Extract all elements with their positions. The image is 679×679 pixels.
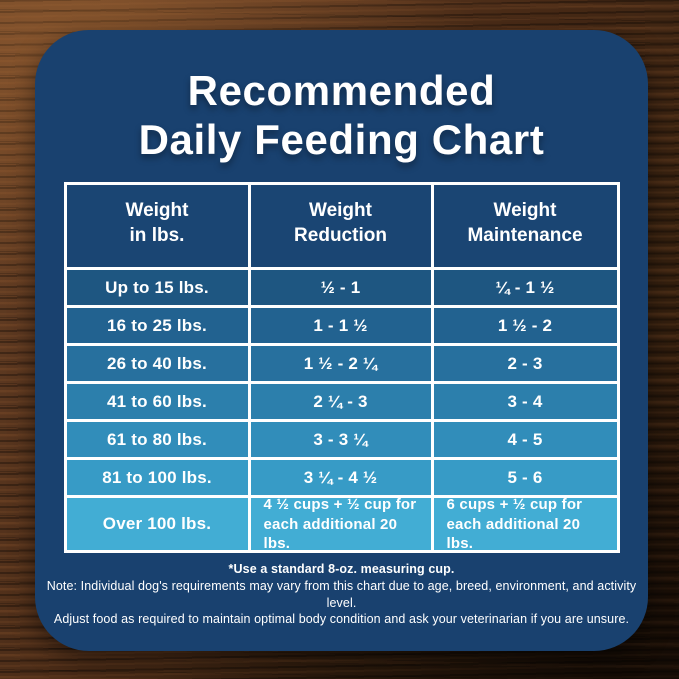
weight-reduction-cell: 4 ½ cups + ½ cup for each additional 20 … [251,496,434,552]
weight-reduction-cell: 1 ½ - 2 ¼ [251,346,434,382]
table-row: 81 to 100 lbs. 3 ¼ - 4 ½ 5 - 6 [66,457,617,496]
table-header-row: Weight in lbs. Weight Reduction Weight M… [66,185,617,268]
feeding-chart-card: Recommended Daily Feeding Chart Weight i… [35,30,648,651]
weight-reduction-cell: 3 ¼ - 4 ½ [251,460,434,496]
table-row: Over 100 lbs. 4 ½ cups + ½ cup for each … [66,495,617,552]
chart-title: Recommended Daily Feeding Chart [35,30,648,164]
weight-maintenance-cell: 4 - 5 [507,429,543,449]
column-header-weight-maintenance: Weight Maintenance [467,199,583,247]
weight-maintenance-cell: 6 cups + ½ cup for each additional 20 lb… [446,496,583,552]
weight-range-cell: Over 100 lbs. [67,498,251,551]
weight-range-cell: 61 to 80 lbs. [67,422,251,458]
disclaimer-line2: Adjust food as required to maintain opti… [53,611,630,626]
chart-title-line2: Daily Feeding Chart [138,116,545,164]
table-row: Up to 15 lbs. ½ - 1 ¼ - 1 ½ [66,267,617,306]
weight-maintenance-cell: 1 ½ - 2 [497,315,553,335]
chart-title-line1: Recommended [187,67,496,114]
weight-reduction-cell: ½ - 1 [251,270,434,306]
feeding-table: Weight in lbs. Weight Reduction Weight M… [63,182,620,554]
table-row: 16 to 25 lbs. 1 - 1 ½ 1 ½ - 2 [66,305,617,344]
column-header-weight-reduction: Weight Reduction [251,185,434,268]
weight-range-cell: 16 to 25 lbs. [67,308,251,344]
table-row: 41 to 60 lbs. 2 ¼ - 3 3 - 4 [66,381,617,420]
weight-maintenance-cell: 2 - 3 [507,353,543,373]
weight-maintenance-cell: 5 - 6 [507,467,543,487]
table-row: 26 to 40 lbs. 1 ½ - 2 ¼ 2 - 3 [66,343,617,382]
weight-reduction-cell: 3 - 3 ¼ [251,422,434,458]
measuring-cup-footnote: *Use a standard 8-oz. measuring cup. [228,562,455,577]
weight-range-cell: 41 to 60 lbs. [67,384,251,420]
disclaimer-line1: Note: Individual dog's requirements may … [46,579,637,610]
weight-reduction-cell: 2 ¼ - 3 [251,384,434,420]
weight-range-cell: 26 to 40 lbs. [67,346,251,382]
weight-maintenance-cell: ¼ - 1 ½ [495,277,555,297]
disclaimer-note: Note: Individual dog's requirements may … [35,578,648,627]
table-row: 61 to 80 lbs. 3 - 3 ¼ 4 - 5 [66,419,617,458]
column-header-weight: Weight in lbs. [67,185,251,268]
weight-reduction-cell: 1 - 1 ½ [251,308,434,344]
weight-range-cell: Up to 15 lbs. [67,270,251,306]
weight-maintenance-cell: 3 - 4 [507,391,543,411]
weight-range-cell: 81 to 100 lbs. [67,460,251,496]
